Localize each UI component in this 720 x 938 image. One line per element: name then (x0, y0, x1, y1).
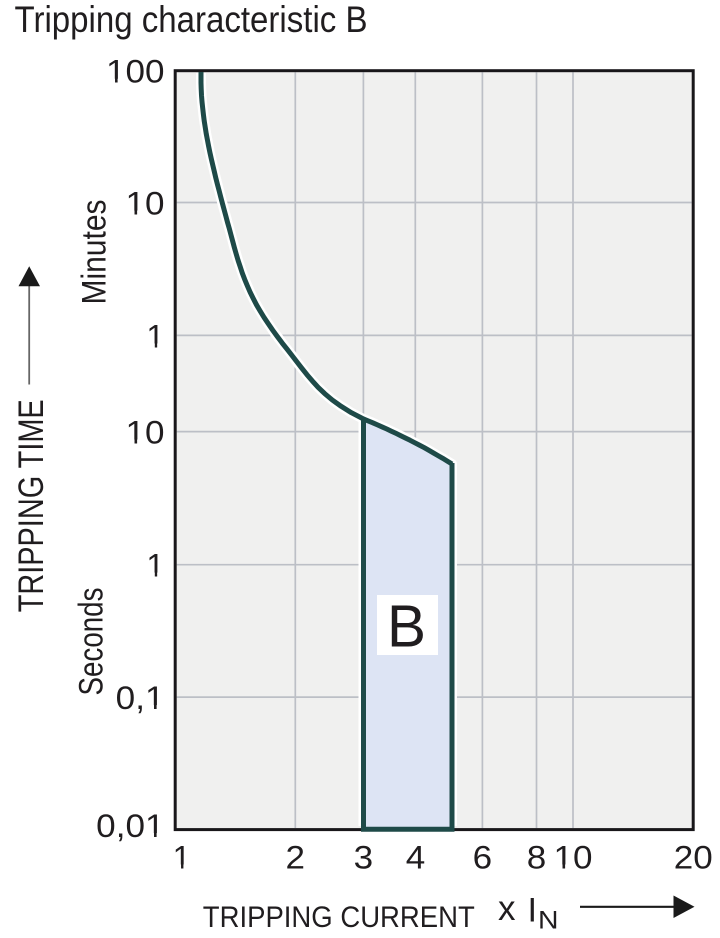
svg-text:2: 2 (286, 839, 306, 875)
svg-text:TRIPPING TIME: TRIPPING TIME (11, 399, 51, 612)
svg-text:6: 6 (473, 839, 493, 875)
svg-text:8: 8 (527, 839, 547, 875)
svg-text:10: 10 (554, 839, 593, 875)
svg-text:10: 10 (126, 414, 165, 450)
svg-text:N: N (538, 907, 559, 935)
svg-text:Seconds: Seconds (73, 588, 111, 696)
svg-text:0,01: 0,01 (96, 808, 164, 844)
svg-text:3: 3 (354, 839, 374, 875)
svg-text:0,1: 0,1 (116, 680, 165, 716)
svg-text:100: 100 (106, 54, 165, 90)
svg-text:1: 1 (146, 547, 164, 583)
svg-text:4: 4 (406, 839, 426, 875)
svg-text:Tripping characteristic B: Tripping characteristic B (15, 0, 368, 40)
svg-text:I: I (528, 892, 538, 930)
svg-text:x: x (498, 889, 516, 928)
svg-text:Minutes: Minutes (75, 200, 113, 305)
svg-text:TRIPPING CURRENT: TRIPPING CURRENT (203, 901, 475, 934)
svg-text:B: B (387, 594, 426, 660)
svg-text:1: 1 (146, 318, 164, 354)
svg-text:10: 10 (126, 185, 165, 221)
svg-text:1: 1 (173, 839, 191, 875)
svg-text:20: 20 (674, 839, 713, 875)
